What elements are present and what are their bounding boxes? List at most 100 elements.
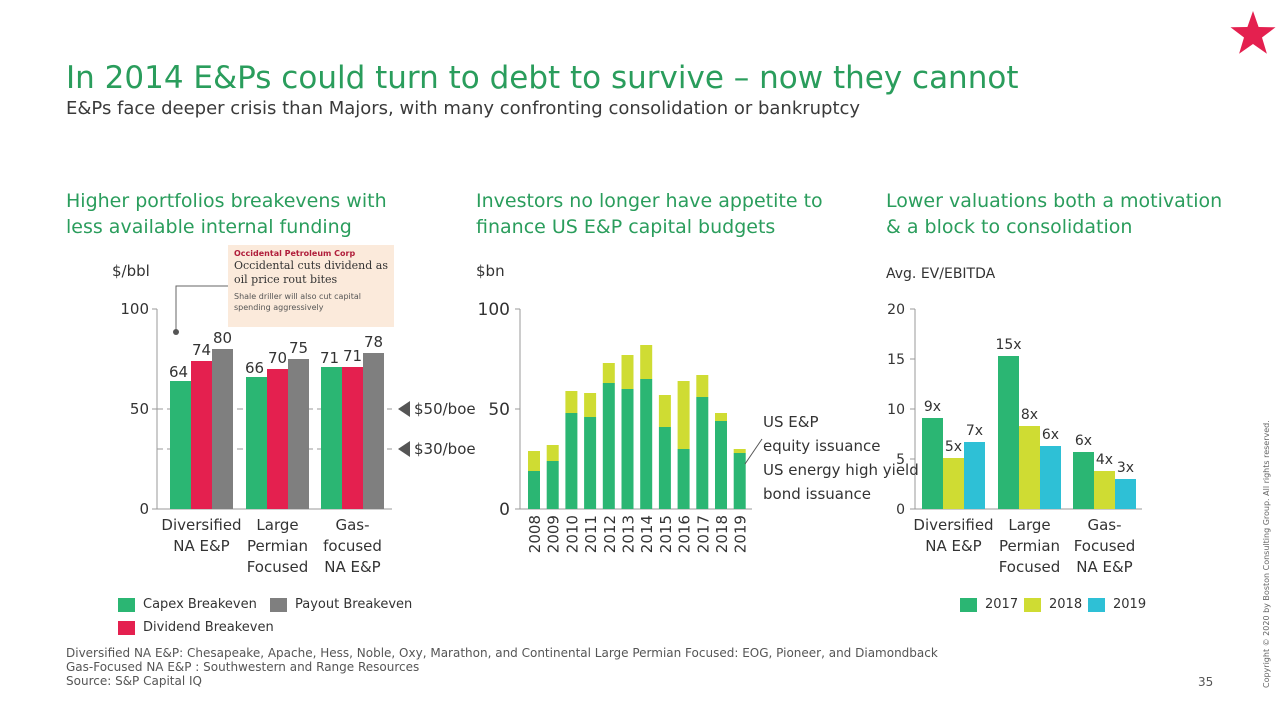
data-label: 78 (364, 333, 383, 351)
bar-equity (602, 363, 615, 383)
footnote-source: Source: S&P Capital IQ (66, 674, 202, 688)
arrow-left-icon (398, 401, 410, 417)
bar (288, 359, 309, 509)
bar-bond (658, 427, 671, 509)
legend-2017: 2017 (960, 597, 1018, 612)
bar (1073, 452, 1094, 509)
category-label: Focused (247, 558, 309, 576)
bar (922, 418, 943, 509)
category-label: Diversified (161, 516, 241, 534)
bar-equity (640, 345, 653, 379)
page-title: In 2014 E&Ps could turn to debt to survi… (66, 60, 1019, 96)
y-tick-label: 100 (120, 300, 149, 318)
middle-unit-label: $bn (476, 262, 505, 280)
annotation-leader (744, 438, 763, 465)
footnote-line1: Diversified NA E&P: Chesapeake, Apache, … (66, 646, 938, 660)
legend-2019-swatch (1088, 597, 1105, 612)
x-tick-label: 2018 (713, 515, 731, 553)
bar (342, 367, 363, 509)
legend-dividend-label: Dividend Breakeven (143, 620, 274, 635)
equity-annotation-line2: equity issuance (763, 437, 881, 455)
data-label: 7x (966, 423, 983, 439)
y-tick-label: 20 (887, 302, 905, 318)
bar (363, 353, 384, 509)
x-tick-label: 2009 (545, 515, 563, 553)
middle-title-line1: Investors no longer have appetite to (476, 190, 823, 212)
bar-equity (696, 375, 709, 397)
bar-bond (546, 461, 559, 509)
news-headline: Occidental cuts dividend as oil price ro… (234, 259, 388, 286)
category-label: focused (323, 537, 382, 555)
data-label: 3x (1117, 460, 1134, 476)
legend-2018-swatch (1024, 597, 1041, 612)
y-tick-label: 0 (499, 500, 510, 520)
x-tick-label: 2013 (620, 515, 638, 553)
price-marker-50-label: $50/boe (414, 400, 476, 418)
price-marker-30: $30/boe (398, 440, 476, 458)
legend-2017-swatch (960, 597, 977, 612)
news-card: Occidental Petroleum Corp Occidental cut… (228, 245, 394, 327)
bar-equity (733, 449, 746, 453)
bar-equity (677, 381, 690, 449)
x-tick-label: 2016 (676, 515, 694, 553)
middle-section-title: Investors no longer have appetite to fin… (476, 188, 823, 240)
x-tick-label: 2015 (657, 515, 675, 553)
category-label: Large (256, 516, 298, 534)
y-tick-label: 0 (139, 500, 149, 518)
legend-2019-label: 2019 (1113, 597, 1147, 612)
left-unit-label: $/bbl (112, 262, 150, 280)
category-label: Permian (247, 537, 308, 555)
footnote-line2: Gas-Focused NA E&P : Southwestern and Ra… (66, 660, 420, 674)
bar-equity (546, 445, 559, 461)
y-tick-label: 15 (887, 352, 905, 368)
x-tick-label: 2014 (638, 515, 656, 553)
bar (1040, 446, 1061, 509)
x-tick-label: 2019 (732, 515, 750, 553)
price-marker-30-label: $30/boe (414, 440, 476, 458)
bar-equity (658, 395, 671, 427)
bar-bond (621, 389, 634, 509)
data-label: 64 (169, 363, 188, 381)
left-section-title: Higher portfolios breakevens with less a… (66, 188, 387, 240)
legend-2019: 2019 (1088, 597, 1146, 612)
left-title-line1: Higher portfolios breakevens with (66, 190, 387, 212)
legend-payout: Payout Breakeven (270, 597, 412, 612)
bar (321, 367, 342, 509)
right-section-title: Lower valuations both a motivation & a b… (886, 188, 1222, 240)
bond-issuance-annotation: US energy high yield bond issuance (763, 458, 919, 506)
category-label: Permian (999, 537, 1060, 555)
bar-bond (528, 471, 540, 509)
data-label: 4x (1096, 452, 1113, 468)
bar (212, 349, 233, 509)
y-tick-label: 100 (478, 300, 510, 320)
data-label: 71 (343, 347, 362, 365)
y-tick-label: 50 (488, 400, 510, 420)
bar-equity (584, 393, 597, 417)
category-label: Gas- (1087, 516, 1121, 534)
bar-equity (621, 355, 634, 389)
legend-dividend: Dividend Breakeven (118, 620, 274, 635)
equity-annotation-line1: US E&P (763, 413, 819, 431)
bar-bond (715, 421, 727, 509)
right-title-line1: Lower valuations both a motivation (886, 190, 1223, 212)
bond-annotation-line2: bond issuance (763, 485, 871, 503)
x-tick-label: 2011 (582, 515, 600, 553)
page-number: 35 (1198, 675, 1214, 689)
legend-payout-label: Payout Breakeven (295, 597, 413, 612)
category-label: Focused (999, 558, 1061, 576)
data-label: 6x (1042, 427, 1059, 443)
middle-title-line2: finance US E&P capital budgets (476, 216, 776, 238)
news-subline: Shale driller will also cut capital spen… (234, 292, 362, 312)
category-label: Gas- (335, 516, 369, 534)
bar-bond (733, 453, 746, 509)
page-subtitle: E&Ps face deeper crisis than Majors, wit… (66, 98, 861, 119)
bar-bond (696, 397, 709, 509)
bar (191, 361, 212, 509)
x-tick-label: 2017 (694, 515, 712, 553)
bar (246, 377, 267, 509)
bar-bond (602, 383, 615, 509)
callout-leader (175, 285, 228, 331)
data-label: 74 (192, 341, 211, 359)
